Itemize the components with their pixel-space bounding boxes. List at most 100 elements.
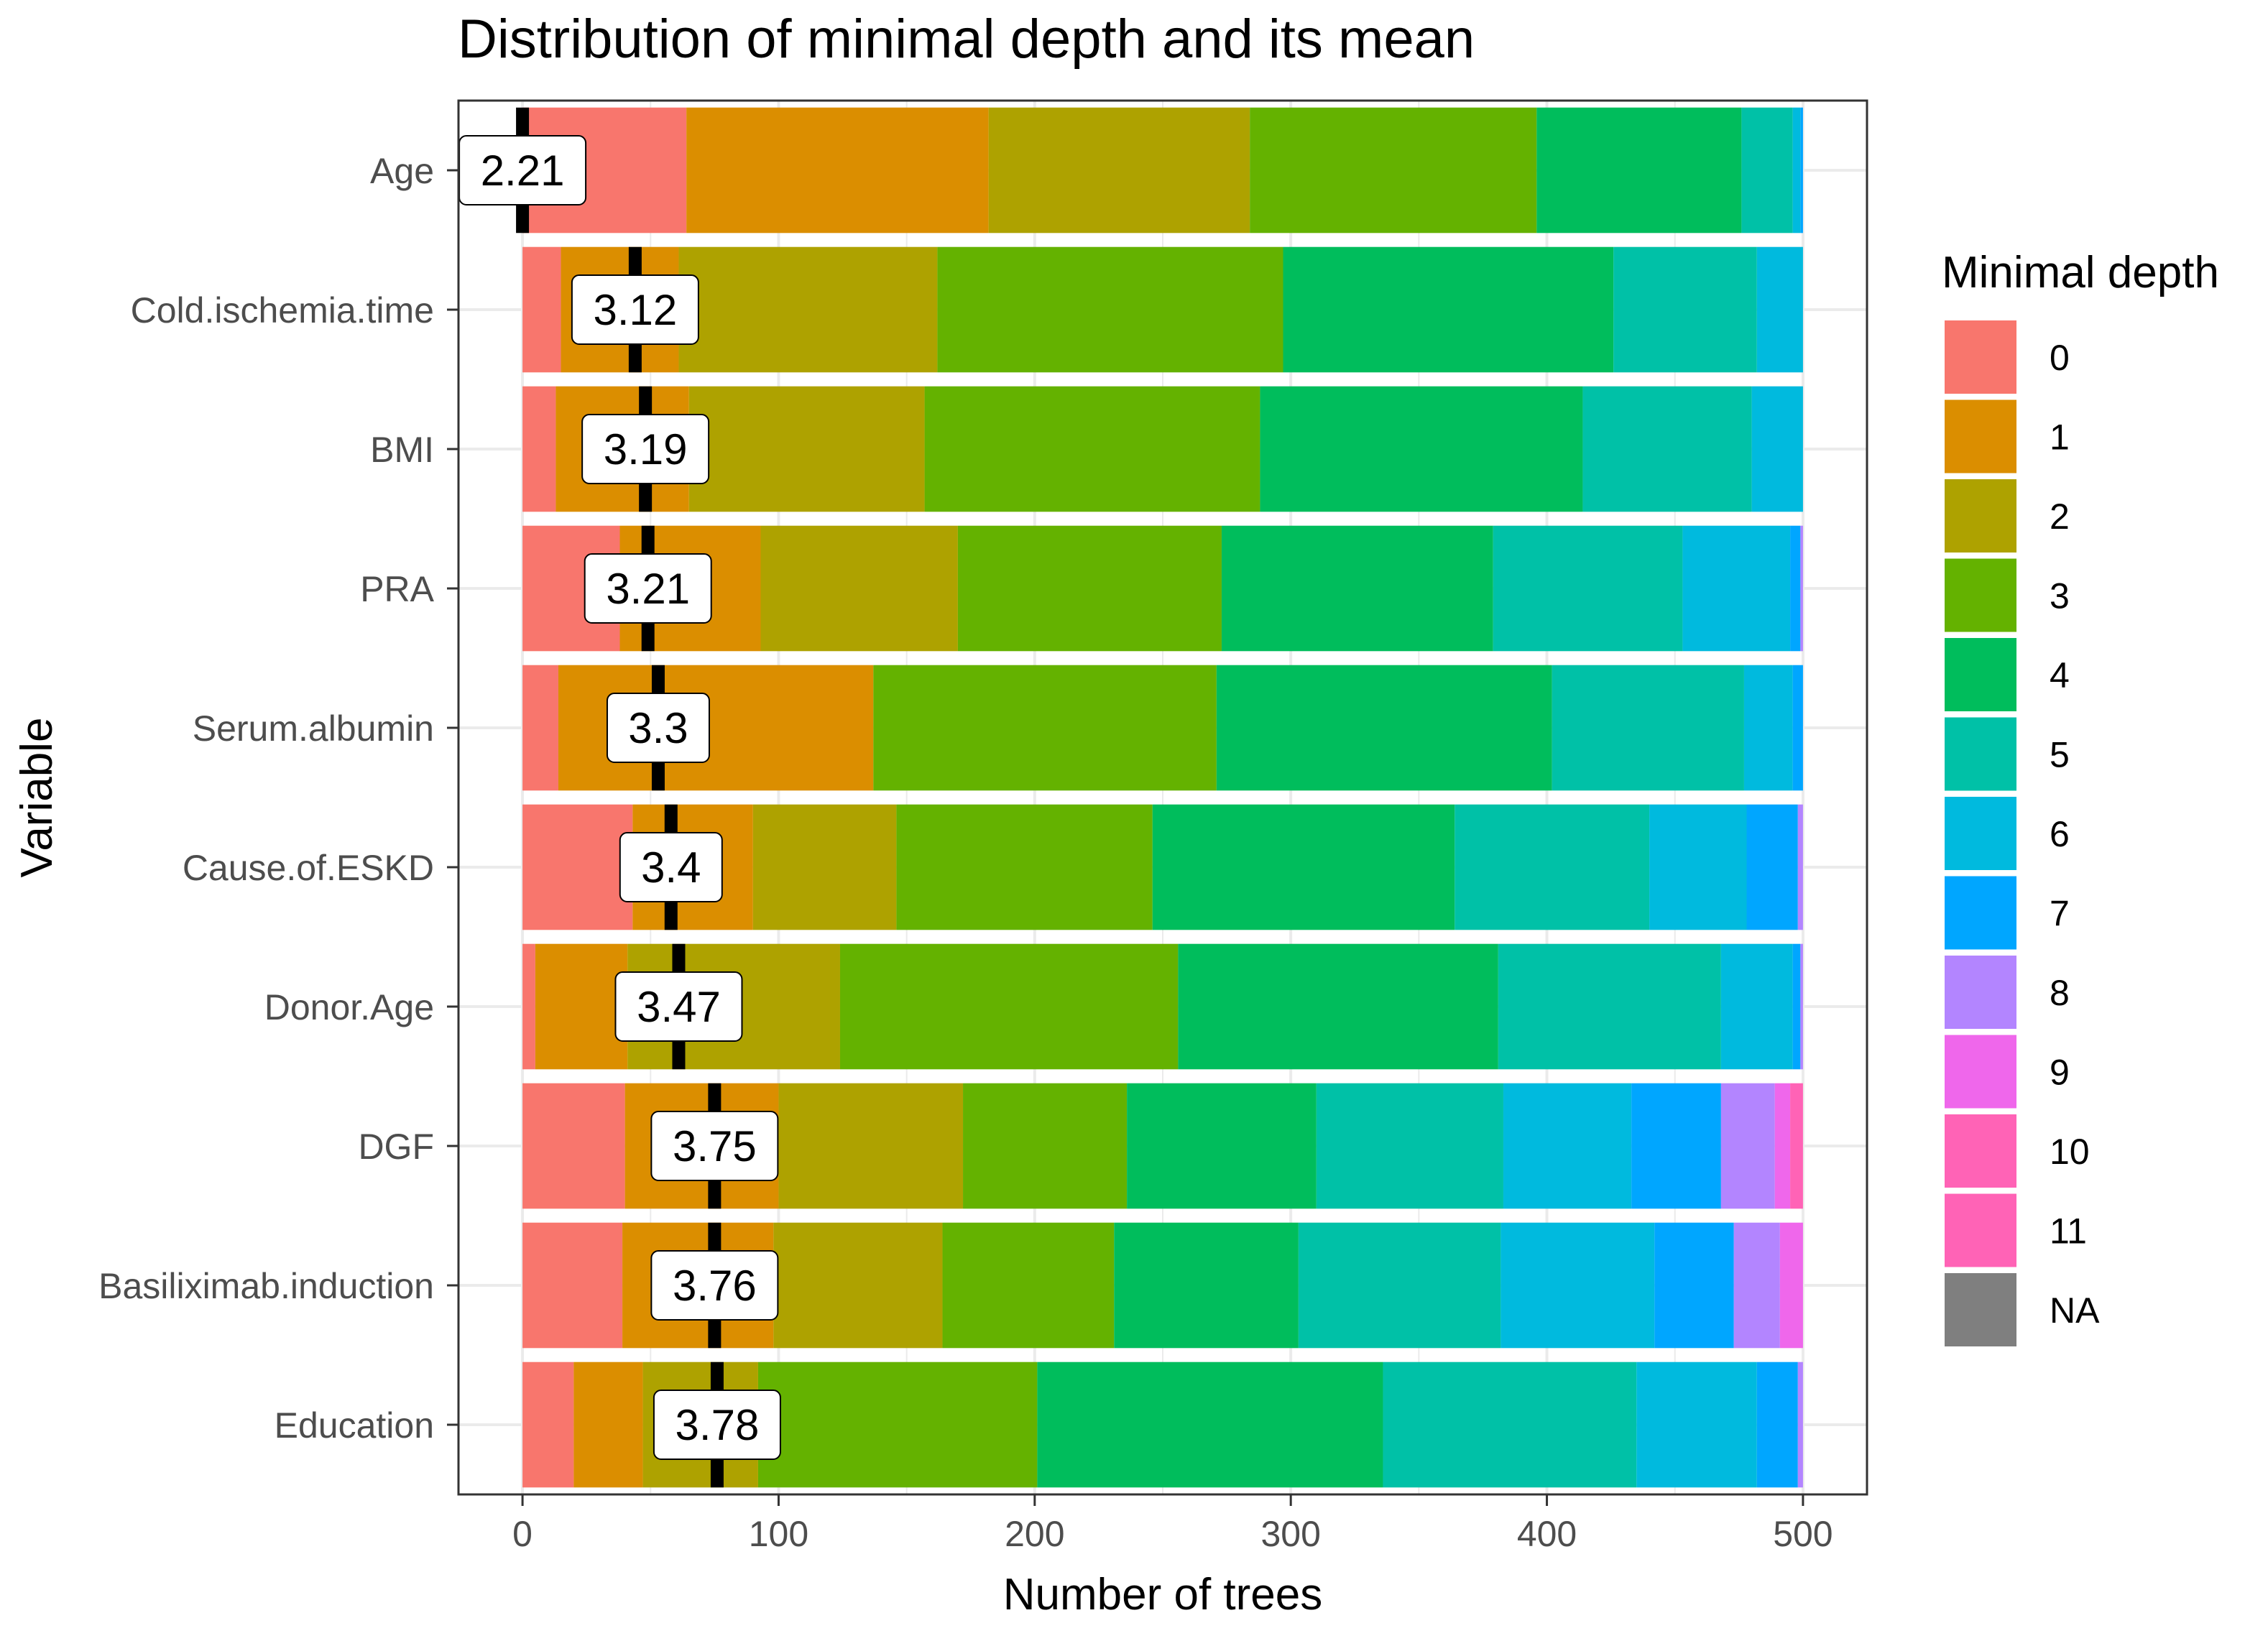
mean-label: 3.47: [637, 983, 721, 1031]
legend-key: [1945, 320, 2016, 394]
y-tick-label: Donor.Age: [264, 987, 434, 1027]
bar-segment-depth-7: [1756, 1362, 1798, 1488]
bar-segment-depth-10: [1790, 1083, 1803, 1209]
bar-group-cold-ischemia-time: [522, 246, 1803, 373]
legend-label: 9: [2050, 1053, 2070, 1093]
bar-segment-depth-0: [522, 943, 535, 1070]
bar-segment-depth-6: [1501, 1222, 1655, 1349]
bar-segment-depth-0: [522, 1362, 574, 1488]
mean-label-box: [653, 1390, 781, 1460]
bar-segment-depth-2: [752, 804, 897, 930]
bar-segment-depth-4: [1178, 943, 1498, 1070]
legend-key: [1945, 638, 2016, 711]
bar-segment-depth-2: [688, 386, 925, 512]
bar-segment-depth-6: [1636, 1362, 1757, 1488]
bar-segment-depth-3: [924, 386, 1260, 512]
bar-segment-depth-7: [1800, 107, 1803, 234]
legend-label: 0: [2050, 338, 2070, 378]
bar-segment-depth-0: [522, 1083, 625, 1209]
bar-segment-depth-2: [773, 1222, 943, 1349]
bar-segment-depth-0: [522, 665, 558, 791]
bar-segment-depth-2: [760, 525, 958, 652]
legend: Minimal depth 0 1 2 3 4 5 6 7 8 9 10 11 NA: [1942, 248, 2219, 1346]
mean-label-box: [571, 274, 699, 345]
bar-segment-depth-4: [1260, 386, 1583, 512]
bar-segment-depth-5: [1498, 943, 1721, 1070]
mean-label-box: [584, 553, 712, 624]
legend-label: 6: [2050, 814, 2070, 854]
legend-key: [1945, 797, 2016, 870]
y-tick-label: Education: [275, 1405, 434, 1446]
legend-label: 4: [2050, 655, 2070, 695]
x-tick-label: 400: [1517, 1514, 1577, 1554]
bar-segment-depth-7: [1654, 1222, 1734, 1349]
mean-label: 3.75: [673, 1122, 757, 1170]
y-axis-title: Variable: [12, 718, 62, 878]
bar-segment-depth-8: [1800, 525, 1803, 652]
bar-segment-depth-8: [1800, 943, 1803, 1070]
bar-segment-depth-2: [778, 1083, 964, 1209]
bar-segment-depth-7: [1631, 1083, 1721, 1209]
bar-group-donor-age: [522, 943, 1803, 1070]
bar-segment-depth-5: [1455, 804, 1650, 930]
legend-label: 7: [2050, 894, 2070, 934]
bar-segment-depth-5: [1298, 1222, 1501, 1349]
legend-key: [1945, 399, 2016, 473]
mean-label: 3.12: [594, 286, 678, 334]
y-tick-label: Age: [370, 151, 434, 191]
bar-segment-depth-6: [1756, 246, 1803, 373]
plot-panel: 2.21 3.12 3.19 3.21 3.3 3.4 3.47 3.75 3.76 3.78: [457, 99, 1868, 1496]
bar-segment-depth-7: [1792, 943, 1801, 1070]
legend-label: 1: [2050, 417, 2070, 458]
legend-label: 10: [2050, 1132, 2090, 1172]
bar-group-age: [522, 107, 1803, 234]
bar-segment-depth-1: [558, 665, 874, 791]
bar-segment-depth-4: [1152, 804, 1455, 930]
mean-label: 2.21: [481, 147, 565, 195]
bar-group-pra: [522, 525, 1803, 652]
legend-entries: 0 1 2 3 4 5 6 7 8 9 10 11 NA: [1945, 320, 2100, 1346]
bar-segment-depth-3: [839, 943, 1179, 1070]
legend-label: 5: [2050, 735, 2070, 775]
legend-label: 3: [2050, 576, 2070, 616]
bar-segment-depth-5: [1613, 246, 1757, 373]
legend-label: 11: [2050, 1211, 2087, 1252]
bar-segment-depth-3: [963, 1083, 1128, 1209]
y-tick-label: BMI: [370, 430, 434, 470]
x-axis-title: Number of trees: [1003, 1570, 1323, 1619]
bar-segment-depth-4: [1114, 1222, 1299, 1349]
bar-segment-depth-6: [1682, 525, 1791, 652]
bar-segment-depth-0: [522, 804, 633, 930]
bar-segment-depth-5: [1741, 107, 1793, 234]
x-tick-label: 300: [1260, 1514, 1320, 1554]
bar-segment-depth-6: [1751, 386, 1803, 512]
bar-segment-depth-1: [535, 943, 628, 1070]
legend-key: [1945, 1035, 2016, 1109]
mean-label-box: [606, 693, 710, 763]
bar-segment-depth-1: [573, 1362, 643, 1488]
mean-label: 3.19: [604, 425, 688, 473]
y-tick-label: DGF: [358, 1127, 434, 1167]
bar-segment-depth-4: [1536, 107, 1742, 234]
legend-key: [1945, 1114, 2016, 1188]
legend-title: Minimal depth: [1942, 248, 2219, 297]
bar-group-cause-of-eskd: [522, 804, 1803, 930]
bar-segment-depth-0: [522, 386, 556, 512]
bar-segment-depth-5: [1582, 386, 1752, 512]
legend-key: [1945, 717, 2016, 791]
bar-segment-depth-5: [1383, 1362, 1637, 1488]
mean-label: 3.4: [641, 843, 701, 892]
bar-segment-depth-4: [1283, 246, 1614, 373]
bar-group-serum-albumin: [522, 665, 1803, 791]
bar-segment-depth-3: [957, 525, 1222, 652]
legend-key: [1945, 558, 2016, 632]
x-tick-label: 100: [749, 1514, 808, 1554]
y-tick-label: Cold.ischemia.time: [131, 290, 434, 330]
y-tick-label: PRA: [360, 569, 434, 609]
chart-title: Distribution of minimal depth and its me…: [458, 9, 1475, 70]
bar-segment-depth-7: [1792, 665, 1803, 791]
bar-segment-depth-0: [522, 1222, 623, 1349]
bar-segment-depth-6: [1720, 943, 1793, 1070]
legend-label: 2: [2050, 496, 2070, 537]
